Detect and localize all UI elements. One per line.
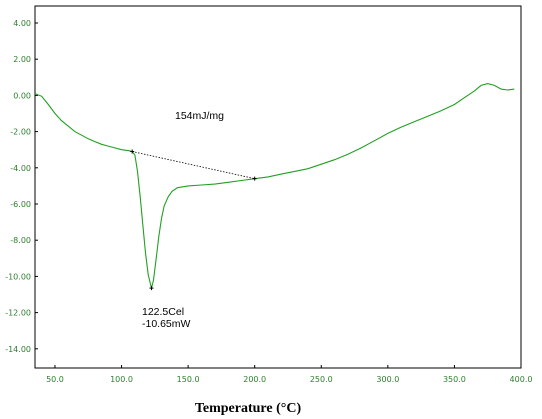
x-tick-label: 50.0 [46,375,64,384]
y-tick-label: 4.00 [13,19,31,28]
peak-temp-label: 122.5Cel [142,306,184,318]
curve-marker [252,176,257,181]
x-tick-label: 350.0 [443,375,466,384]
x-tick-label: 150.0 [177,375,200,384]
y-tick-label: -6.00 [10,200,31,209]
peak-value-label: -10.65mW [142,318,191,330]
curve-marker [130,149,135,154]
dsc-curve-line [34,83,515,289]
x-axis-label: Temperature (°C) [195,401,302,416]
y-tick-label: -2.00 [10,128,31,137]
y-tick-label: 0.00 [13,91,31,100]
y-axis-ticks: 4.00 2.00 0.00 -2.00 -4.00 -6.00 -8.00 -10.00 -1… [5,19,38,354]
x-tick-label: 200.0 [243,375,266,384]
plot-frame [34,5,522,369]
x-tick-label: 250.0 [310,375,333,384]
x-tick-label: 300.0 [376,375,399,384]
enthalpy-label: 154mJ/mg [175,110,224,122]
y-tick-label: -8.00 [10,236,31,245]
y-tick-label: -4.00 [10,164,31,173]
y-tick-label: -12.00 [5,309,31,318]
curve-marker [149,286,154,291]
x-tick-label: 100.0 [110,375,133,384]
y-tick-label: 2.00 [13,55,31,64]
x-tick-label: 400.0 [510,375,533,384]
y-tick-label: -14.00 [5,345,31,354]
curve-markers [130,149,257,291]
x-axis-ticks: 50.0 100.0 150.0 200.0 250.0 300.0 350.0 400.0 [46,365,532,384]
y-tick-label: -10.00 [5,272,31,281]
